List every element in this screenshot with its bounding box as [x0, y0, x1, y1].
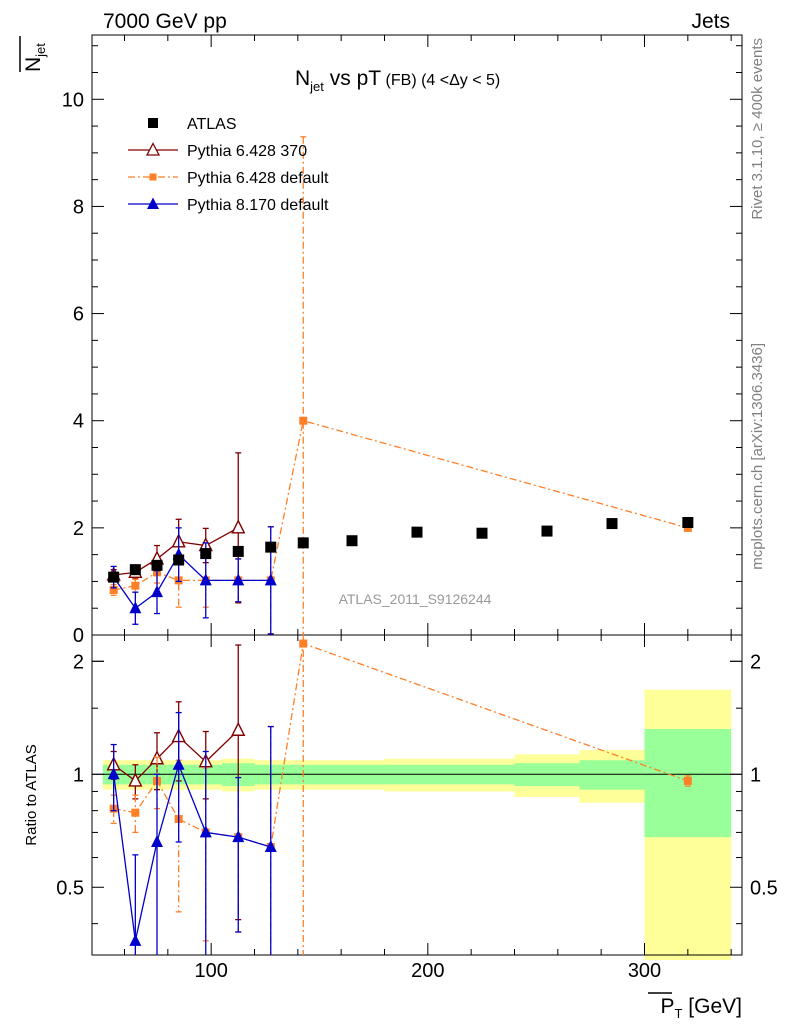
- main-axis-ticks: 0 2 4 6 8 10: [62, 35, 742, 647]
- series-line-pythia-6-428-default: [113, 419, 689, 591]
- ratio-series-line-pythia-6-428-370: [113, 729, 239, 782]
- ratio-band-green: [579, 760, 645, 790]
- ratio-point-pythia-6-428-default: [299, 639, 308, 648]
- atlas-data-point: [151, 559, 163, 571]
- atlas-data-point: [129, 564, 141, 576]
- atlas-data-point: [411, 526, 423, 538]
- x-axis-label: PT [GeV]: [648, 992, 743, 1021]
- ratio-series-layer: [106, 635, 692, 955]
- ratio-point-pythia-8-170-default: [232, 830, 245, 843]
- legend-atlas-marker: [148, 118, 158, 128]
- ratio-point-pythia-8-170-default: [264, 840, 277, 853]
- ratio-tick-label-right: 0.5: [750, 877, 778, 899]
- y-tick-label: 8: [73, 196, 84, 218]
- ratio-axis-ticks: 100 200 300 0.5 0.5 1 1 2 2: [56, 635, 778, 982]
- point-pythia-6-428-default: [299, 416, 308, 425]
- jets-label: Jets: [691, 10, 730, 33]
- ratio-point-pythia-8-170-default: [151, 835, 163, 848]
- ratio-point-pythia-8-170-default: [172, 757, 185, 770]
- atlas-data-point: [606, 518, 618, 530]
- ratio-point-pythia-8-170-default: [107, 767, 120, 780]
- atlas-data-point: [265, 541, 277, 553]
- x-tick-label: 300: [628, 960, 661, 982]
- point-pythia-8-170-default: [232, 573, 245, 586]
- point-pythia-6-428-default: [109, 586, 118, 594]
- rivet-label: Rivet 3.1.10, ≥ 400k events: [749, 38, 766, 220]
- energy-label: 7000 GeV pp: [103, 10, 227, 33]
- x-tick-label: 100: [194, 960, 227, 982]
- title-vs: vs pT: [324, 67, 381, 90]
- atlas-data-point: [297, 537, 309, 549]
- point-pythia-8-170-default: [151, 585, 163, 598]
- legend-py8-marker: [147, 197, 159, 209]
- title-range: (4 <Δy < 5): [417, 72, 501, 89]
- y-tick-label: 10: [62, 89, 84, 111]
- ratio-point-pythia-8-170-default: [199, 825, 212, 838]
- legend-py6-370-marker: [145, 142, 161, 156]
- ratio-uncertainty-bands: [102, 689, 732, 961]
- atlas-data-point: [173, 554, 185, 566]
- ratio-y-label: Ratio to ATLAS: [23, 744, 40, 845]
- x-axis-label-main: P: [661, 995, 675, 1018]
- ratio-tick-label-right: 2: [750, 651, 761, 673]
- y-axis-label-main: N: [22, 57, 45, 72]
- legend: ATLAS Pythia 6.428 370 Pythia 6.428 defa…: [128, 116, 329, 214]
- y-axis-label: Njet: [19, 36, 48, 72]
- ratio-point-pythia-6-428-370: [128, 772, 143, 787]
- ratio-point-pythia-6-428-370: [231, 721, 246, 736]
- point-pythia-8-170-default: [264, 573, 277, 586]
- atlas-data-point: [232, 545, 244, 557]
- ratio-point-pythia-6-428-default: [683, 776, 692, 785]
- legend-py6-default-label: Pythia 6.428 default: [187, 170, 329, 187]
- legend-py6-370-label: Pythia 6.428 370: [187, 143, 307, 160]
- mcplots-label: mcplots.cern.ch [arXiv:1306.3436]: [749, 343, 766, 570]
- y-axis-label-sub: jet: [33, 43, 48, 58]
- ratio-series-line-pythia-6-428-default: [113, 642, 689, 848]
- atlas-data-point: [200, 548, 212, 560]
- svg-text:Njet: Njet: [22, 43, 48, 72]
- point-pythia-8-170-default: [129, 601, 142, 614]
- svg-text:PT [GeV]: PT [GeV]: [661, 995, 743, 1021]
- ratio-tick-label-right: 1: [750, 764, 761, 786]
- analysis-id: ATLAS_2011_S9126244: [339, 591, 492, 607]
- ratio-plot-frame: [91, 634, 743, 956]
- atlas-data-point: [476, 527, 488, 539]
- point-pythia-6-428-default: [131, 581, 140, 590]
- atlas-data-point: [346, 535, 358, 547]
- x-axis-label-unit: [GeV]: [682, 995, 742, 1018]
- point-pythia-8-170-default: [199, 573, 212, 586]
- title-sub: jet: [309, 79, 324, 94]
- legend-atlas-label: ATLAS: [187, 116, 237, 133]
- title-main: N: [295, 67, 310, 90]
- y-tick-label: 4: [73, 411, 84, 433]
- chart-title: Njet vs pT (FB) (4 <Δy < 5): [295, 67, 500, 94]
- legend-py8-label: Pythia 8.170 default: [187, 197, 329, 214]
- atlas-data-layer: [108, 517, 694, 583]
- atlas-data-point: [682, 517, 694, 528]
- series-line-pythia-8-170-default: [113, 553, 271, 610]
- legend-py6-default-marker: [149, 173, 157, 181]
- ratio-tick-label-left: 2: [73, 651, 84, 673]
- x-tick-label: 200: [411, 960, 444, 982]
- x-axis-label-sub: T: [675, 1006, 683, 1021]
- y-tick-label: 0: [73, 625, 84, 647]
- point-pythia-6-428-370: [231, 519, 246, 534]
- y-tick-label: 2: [73, 518, 84, 540]
- title-fb: (FB): [381, 72, 417, 89]
- ratio-point-pythia-6-428-default: [131, 808, 140, 817]
- atlas-data-point: [108, 571, 120, 583]
- atlas-data-point: [541, 525, 553, 537]
- ratio-tick-label-left: 0.5: [56, 877, 84, 899]
- y-tick-label: 6: [73, 304, 84, 326]
- ratio-point-pythia-8-170-default: [129, 933, 142, 946]
- ratio-tick-label-left: 1: [73, 764, 84, 786]
